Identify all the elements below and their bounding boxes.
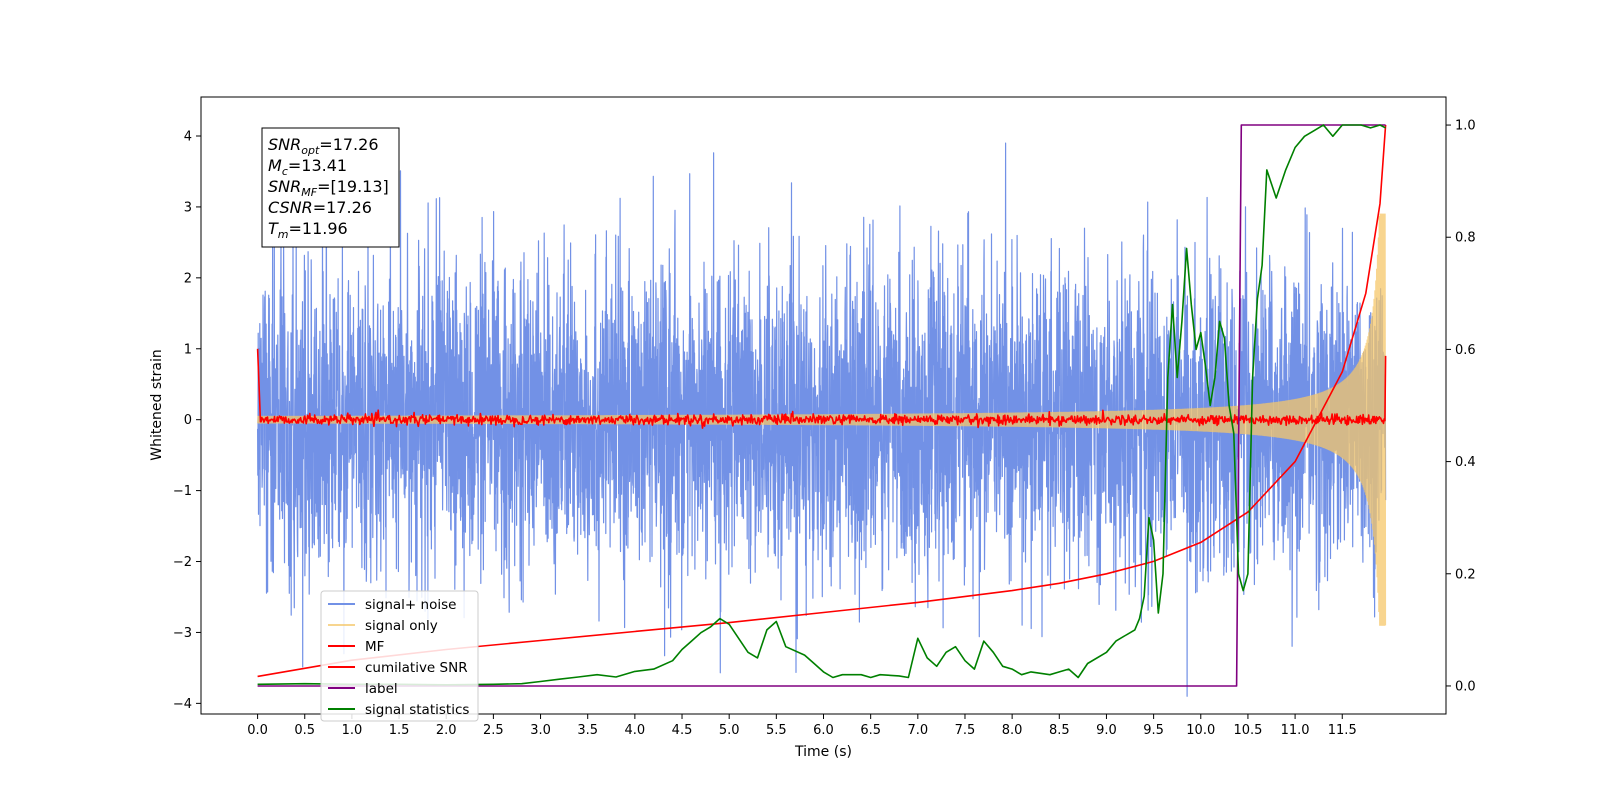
x-tick-label: 10.0 [1186,723,1215,738]
series-signal-noise-line [257,142,1387,697]
annotation-line: Tm=11.96 [268,219,348,241]
x-axis-ticks: 0.0 0.5 1.0 1.5 2.0 2.5 3.0 3.5 4.0 4.5 5.0 5.5 6.0 6… [247,714,1357,738]
x-tick-label: 6.0 [813,723,834,738]
x-tick-label: 8.0 [1002,723,1023,738]
x-tick-label: 3.5 [577,723,598,738]
annotation-line: CSNR=17.26 [268,198,372,217]
x-tick-label: 5.5 [766,723,787,738]
x-tick-label: 0.0 [247,723,268,738]
legend-label: cumilative SNR [365,660,468,676]
legend-label: MF [365,639,384,655]
annotation-subscript: MF [301,186,317,199]
annotation-frame [261,127,400,248]
y-left-tick-label: −1 [173,484,192,499]
x-tick-label: 4.5 [672,723,693,738]
y-left-tick-label: 4 [184,130,192,145]
plot-area [256,124,1387,697]
x-tick-label: 1.0 [342,723,363,738]
annotation-subscript: c [282,165,288,178]
y-left-tick-label: 2 [184,271,192,286]
x-tick-label: 11.0 [1281,723,1310,738]
annotation-symbol: M [268,156,282,175]
x-tick-label: 7.5 [955,723,976,738]
legend-label: signal statistics [365,702,469,718]
x-tick-label: 10.5 [1233,723,1262,738]
y-left-tick-label: 0 [184,413,192,428]
x-tick-label: 7.0 [907,723,928,738]
x-tick-label: 5.0 [719,723,740,738]
x-tick-label: 11.5 [1328,723,1357,738]
annotation-line: SNRopt=17.26 [268,135,379,157]
y-right-tick-label: 0.2 [1455,567,1476,582]
y-right-tick-label: 0.6 [1455,343,1476,358]
x-tick-label: 3.0 [530,723,551,738]
series-cumilative-snr-line [257,124,1387,678]
legend-label: label [365,681,398,697]
annotation-value: =[19.13] [317,177,389,196]
x-tick-label: 6.5 [860,723,881,738]
annotation-line: Mc=13.41 [268,156,347,178]
y-axis-label: Whitened strain [149,349,165,460]
y-left-tick-label: 3 [184,200,192,215]
y-right-tick-label: 0.4 [1455,455,1476,470]
y-left-tick-label: −2 [173,555,192,570]
y-left-tick-label: −3 [173,626,192,641]
legend-label: signal+ noise [365,597,456,613]
series-signal-statistics-line [257,124,1386,686]
x-tick-label: 1.5 [389,723,410,738]
annotation-value: =17.26 [313,198,372,217]
y-right-tick-label: 1.0 [1455,119,1476,134]
annotation-symbol: SNR [268,177,301,196]
y-axis-right-ticks: 0.0 0.2 0.4 0.6 0.8 1.0 [1446,119,1476,694]
annotation-subscript: opt [301,144,320,157]
annotation-line: SNRMF=[19.13] [268,177,389,199]
annotation-value: =13.41 [288,156,347,175]
x-tick-label: 2.5 [483,723,504,738]
x-tick-label: 0.5 [294,723,315,738]
y-right-tick-label: 0.8 [1455,231,1476,246]
x-tick-label: 8.5 [1049,723,1070,738]
annotation-subscript: m [278,228,289,241]
annotation-value: =11.96 [289,219,348,238]
series-label-line [257,124,1386,687]
annotation-box: SNRopt=17.26Mc=13.41SNRMF=[19.13]CSNR=17… [261,127,400,248]
y-right-tick-label: 0.0 [1455,679,1476,694]
x-tick-label: 9.0 [1096,723,1117,738]
legend-frame [320,590,479,722]
y-left-tick-label: −4 [173,697,192,712]
y-left-tick-label: 1 [184,342,192,357]
annotation-symbol: SNR [268,135,301,154]
series-signal-only-line [257,213,1387,626]
x-tick-label: 9.5 [1143,723,1164,738]
annotation-symbol: CSNR [268,198,313,217]
x-tick-label: 4.0 [625,723,646,738]
annotation-symbol: T [268,219,279,238]
x-tick-label: 2.0 [436,723,457,738]
x-axis-label: Time (s) [794,744,852,760]
legend: signal+ noise signal only MF cumilative SNR… [320,590,479,722]
annotation-value: =17.26 [319,135,378,154]
series-mf-line [256,348,1387,429]
y-axis-left-ticks: −4 −3 −2 −1 0 1 2 3 4 [173,130,201,712]
legend-label: signal only [365,618,438,634]
